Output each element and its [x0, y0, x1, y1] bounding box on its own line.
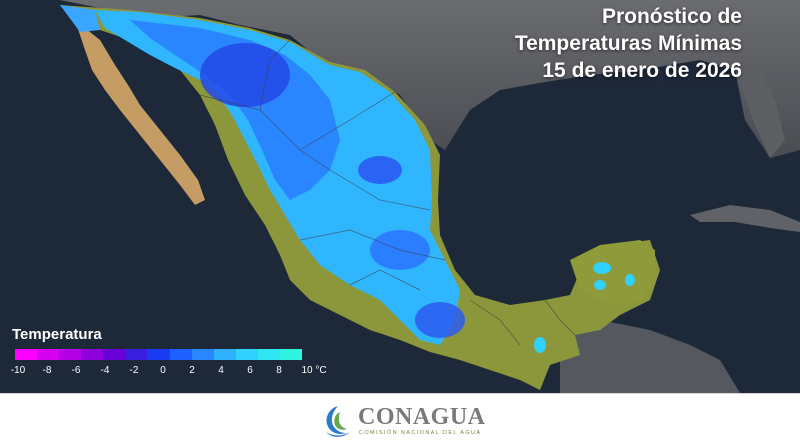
yucatan-cold-spot: [593, 262, 611, 274]
legend-tick-label: -10: [10, 365, 26, 376]
legend-swatch: [235, 349, 258, 360]
legend-swatch: [169, 349, 192, 360]
legend-tick-label: 4: [218, 365, 224, 376]
legend-color-bar: [15, 349, 303, 360]
forecast-map: Pronóstico de Temperaturas Mínimas 15 de…: [0, 0, 800, 393]
map-title: Pronóstico de Temperaturas Mínimas 15 de…: [515, 3, 742, 84]
legend-swatch: [125, 349, 148, 360]
legend-tick-label: -2: [129, 365, 139, 376]
chiapas-cold-spot: [534, 337, 546, 353]
footer: CONAGUA COMISIÓN NACIONAL DEL AGUA: [0, 393, 800, 446]
legend-swatch: [59, 349, 82, 360]
legend-tick-label: -4: [100, 365, 110, 376]
state-borders: [199, 39, 576, 346]
legend-swatch: [191, 349, 214, 360]
legend-tick-label: 10 °C: [301, 365, 327, 376]
map-graphic: [60, 0, 800, 393]
legend-tick-label: -6: [71, 365, 81, 376]
legend-tick-label: -8: [42, 365, 52, 376]
conagua-logo: CONAGUA COMISIÓN NACIONAL DEL AGUA: [320, 402, 485, 440]
cold-area-oaxaca: [415, 302, 465, 338]
legend-swatch: [81, 349, 104, 360]
legend-tick-label: 8: [276, 365, 282, 376]
legend-swatch: [213, 349, 236, 360]
legend-tick-label: 0: [160, 365, 166, 376]
legend-title: Temperatura: [12, 326, 102, 343]
legend-swatch: [257, 349, 280, 360]
legend-swatch: [15, 349, 38, 360]
central-america: [560, 322, 740, 393]
legend-tick-label: 6: [247, 365, 253, 376]
title-line-1: Pronóstico de: [601, 5, 742, 28]
legend-swatch: [37, 349, 60, 360]
legend-tick-label: 2: [189, 365, 195, 376]
yucatan-cold-spot: [594, 280, 606, 290]
yucatan-cold-spot: [625, 274, 635, 286]
logo-name: CONAGUA: [358, 404, 486, 430]
title-line-2: Temperaturas Mínimas: [514, 32, 742, 55]
baja-california: [75, 20, 205, 205]
cuba: [690, 205, 800, 232]
legend-swatch: [103, 349, 126, 360]
usa-landmass: [60, 0, 800, 158]
legend-swatch: [147, 349, 170, 360]
baja-cold-north: [60, 5, 100, 32]
cold-area-coahuila: [358, 156, 402, 184]
legend-swatch: [279, 349, 303, 360]
legend-ticks: -10 -8 -6 -4 -2 0 2 4 6 8 10 °C: [10, 365, 332, 379]
title-line-3: 15 de enero de 2026: [542, 59, 742, 82]
logo-subtitle: COMISIÓN NACIONAL DEL AGUA: [359, 430, 482, 436]
temperature-legend: Temperatura -10 -8 -6 -4 -2 0 2 4 6 8 10 °C: [10, 326, 332, 379]
florida: [735, 70, 785, 158]
coldest-area-chihuahua: [200, 43, 290, 107]
yucatan: [570, 240, 655, 305]
conagua-emblem-icon: [326, 406, 350, 437]
